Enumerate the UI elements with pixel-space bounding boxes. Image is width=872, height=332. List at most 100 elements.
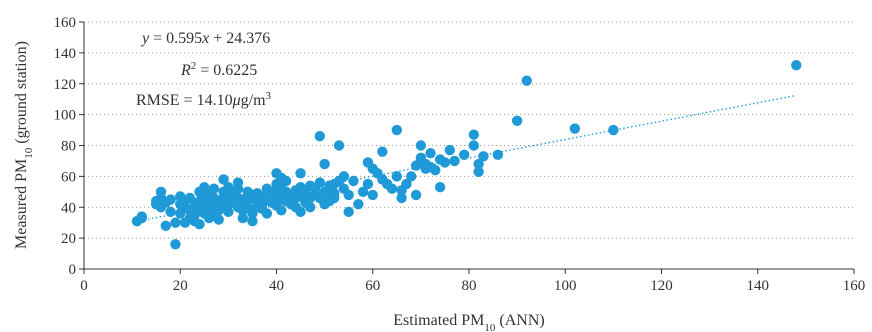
data-point (218, 174, 229, 185)
data-point (353, 198, 364, 210)
data-point (136, 211, 147, 222)
data-point (333, 140, 345, 151)
x-title-tail: (ANN) (495, 312, 544, 329)
x-tick-label: 40 (269, 278, 284, 294)
data-point (338, 171, 350, 182)
data-point (449, 155, 460, 167)
x-tick-labels: 0 20 40 60 80 100 120 140 160 (80, 278, 865, 294)
data-point (232, 183, 244, 194)
data-point (521, 75, 532, 86)
r2-annotation: R2 = 0.6225 (180, 60, 257, 79)
data-point (242, 200, 253, 211)
data-point (165, 194, 176, 205)
data-point (444, 144, 455, 156)
data-point (377, 146, 388, 157)
data-point (608, 124, 619, 136)
y-title-main: Measured PM (13, 159, 30, 249)
y-tick-labels: 0 20 40 60 80 100 120 140 160 (54, 15, 77, 278)
data-point (458, 149, 470, 160)
equation-annotation: y = 0.595x + 24.376 (140, 30, 270, 47)
x-title-sub: 10 (484, 322, 496, 332)
data-point (295, 206, 306, 218)
data-point (478, 151, 489, 162)
data-point (213, 214, 224, 225)
data-point (415, 140, 427, 151)
x-title-main: Estimated PM (393, 312, 484, 329)
data-point (314, 177, 326, 188)
data-point (194, 219, 205, 230)
data-point (473, 166, 484, 177)
data-point (386, 183, 398, 194)
x-tick-label: 0 (80, 278, 88, 294)
data-points (131, 60, 802, 250)
data-point (367, 189, 378, 201)
rmse-label: RMSE = 14.10 (136, 92, 233, 109)
data-point (208, 183, 220, 194)
data-point (492, 149, 504, 160)
y-axis-title: Measured PM10 (ground station) (13, 41, 35, 249)
equation-rest: + 24.376 (209, 30, 270, 47)
y-tick-label: 80 (61, 139, 76, 155)
x-tick-label: 140 (747, 278, 770, 294)
rmse-sup: 3 (266, 90, 272, 102)
data-point (406, 171, 417, 182)
data-point (357, 186, 369, 198)
data-point (160, 220, 172, 231)
y-title-tail: (ground station) (13, 41, 30, 148)
rmse-annotation: RMSE = 14.10μg/m3 (136, 90, 272, 109)
x-tick-label: 20 (173, 278, 188, 294)
equation-y: y (140, 30, 150, 47)
data-point (391, 124, 403, 136)
data-point (184, 192, 196, 204)
equation-x: x (201, 30, 209, 47)
data-point (410, 189, 422, 201)
data-point (434, 181, 446, 193)
data-point (319, 158, 330, 170)
equation-mid: = 0.595 (149, 30, 202, 47)
r2-rest: = 0.6225 (196, 62, 257, 79)
rmse-unit: g/m (241, 92, 266, 109)
x-tick-label: 100 (554, 278, 577, 294)
data-point (276, 205, 287, 216)
data-point (261, 208, 273, 219)
data-point (237, 212, 249, 224)
data-point (569, 123, 581, 134)
y-tick-label: 160 (54, 15, 77, 31)
data-point (791, 60, 802, 71)
data-point (165, 206, 176, 218)
data-point (396, 192, 407, 204)
data-point (223, 206, 234, 218)
data-point (410, 160, 422, 171)
data-point (511, 115, 523, 127)
y-title-sub: 10 (23, 147, 35, 159)
data-point (280, 175, 292, 187)
rmse-mu: μ (232, 92, 241, 109)
y-tick-label: 0 (69, 262, 77, 278)
data-point (348, 175, 359, 187)
data-point (362, 178, 374, 190)
data-point (468, 140, 480, 151)
data-point (329, 192, 340, 204)
data-point (304, 202, 316, 213)
data-point (401, 178, 412, 190)
data-point (314, 131, 326, 142)
data-point (247, 215, 258, 227)
data-point (439, 157, 451, 168)
y-tick-label: 20 (61, 231, 76, 247)
data-point (430, 165, 441, 176)
x-tick-label: 160 (843, 278, 866, 294)
data-point (343, 189, 354, 201)
y-tick-label: 60 (61, 169, 76, 185)
data-point (170, 239, 181, 250)
r2-sup: 2 (191, 60, 197, 72)
y-tick-label: 140 (54, 46, 77, 62)
y-tick-label: 40 (61, 200, 76, 216)
x-tick-label: 80 (462, 278, 477, 294)
x-axis-title: Estimated PM10 (ANN) (393, 312, 544, 332)
data-point (473, 158, 484, 170)
data-point (425, 148, 436, 159)
x-tick-label: 120 (650, 278, 673, 294)
x-tick-label: 60 (365, 278, 380, 294)
data-point (391, 171, 403, 182)
data-point (343, 206, 354, 218)
